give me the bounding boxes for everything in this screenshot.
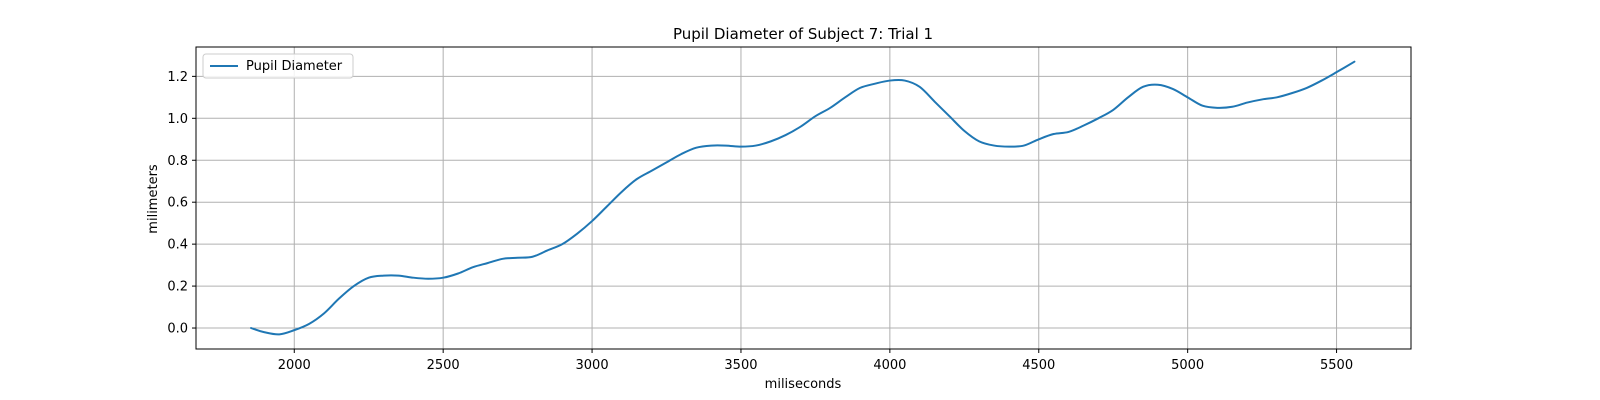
y-axis-label: milimeters bbox=[146, 164, 161, 234]
y-tick-label: 0.6 bbox=[167, 196, 188, 211]
x-tick-label: 2000 bbox=[278, 358, 311, 373]
series-layer bbox=[250, 60, 1356, 336]
chart-title: Pupil Diameter of Subject 7: Trial 1 bbox=[673, 25, 933, 43]
y-tick-label: 0.0 bbox=[167, 322, 188, 337]
y-axis-ticks: 0.0 0.2 0.4 0.6 0.8 1.0 1.2 bbox=[167, 70, 196, 337]
legend-box bbox=[202, 53, 354, 79]
plot-area-frame bbox=[195, 46, 1412, 350]
y-tick-label: 0.4 bbox=[167, 238, 188, 253]
y-tick-label: 0.8 bbox=[167, 154, 188, 169]
grid-lines bbox=[196, 47, 1411, 349]
x-tick-label: 4000 bbox=[873, 358, 906, 373]
x-tick-label: 2500 bbox=[427, 358, 460, 373]
x-axis-label: miliseconds bbox=[765, 377, 842, 392]
series-line-pupil-diameter bbox=[250, 60, 1356, 336]
x-tick-label: 5000 bbox=[1171, 358, 1204, 373]
x-tick-label: 5500 bbox=[1320, 358, 1353, 373]
y-tick-label: 0.2 bbox=[167, 280, 188, 295]
x-tick-label: 3500 bbox=[724, 358, 757, 373]
x-axis-ticks: 2000 2500 3000 3500 4000 4500 5000 5500 bbox=[278, 349, 1353, 373]
x-tick-label: 4500 bbox=[1022, 358, 1055, 373]
y-tick-label: 1.2 bbox=[167, 70, 188, 85]
legend: Pupil Diameter bbox=[202, 53, 354, 79]
y-tick-label: 1.0 bbox=[167, 112, 188, 127]
x-tick-label: 3000 bbox=[576, 358, 609, 373]
legend-label: Pupil Diameter bbox=[246, 59, 343, 74]
